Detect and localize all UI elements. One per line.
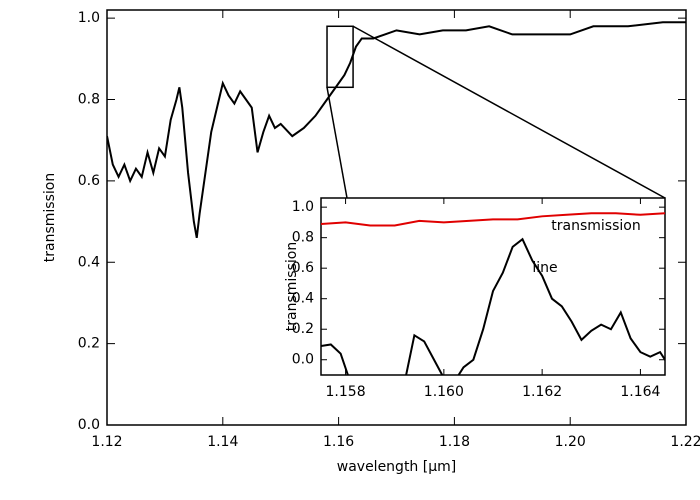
x-tick-label: 1.160	[424, 384, 464, 400]
y-tick-label: 0.0	[292, 352, 314, 368]
x-tick-label: 1.164	[620, 384, 660, 400]
y-tick-label: 0.2	[78, 336, 100, 352]
y-tick-label: 0.8	[78, 92, 100, 108]
x-tick-label: 1.18	[439, 434, 470, 450]
zoom-connector	[326, 87, 348, 199]
y-tick-label: 1.0	[292, 199, 314, 215]
y-tick-label: 0.4	[292, 291, 314, 307]
y-tick-label: 0.0	[78, 417, 100, 433]
plot-area	[320, 197, 666, 376]
y-axis-label: transmission	[42, 173, 58, 262]
zoom-connector	[352, 25, 666, 199]
x-tick-label: 1.158	[326, 384, 366, 400]
x-tick-label: 1.12	[91, 434, 122, 450]
data-line	[321, 212, 665, 227]
x-tick-label: 1.22	[670, 434, 700, 450]
zoom-box	[326, 25, 354, 89]
plot-lines	[321, 212, 665, 375]
data-line	[107, 21, 686, 239]
y-tick-label: 0.6	[78, 173, 100, 189]
plot-lines	[107, 21, 686, 239]
series-label: transmission	[551, 218, 640, 234]
x-axis-label: wavelength [μm]	[337, 459, 456, 475]
x-tick-label: 1.20	[555, 434, 586, 450]
y-tick-label: 1.0	[78, 10, 100, 26]
y-tick-label: 0.4	[78, 254, 100, 270]
series-label: line	[532, 260, 557, 276]
x-tick-label: 1.14	[207, 434, 238, 450]
y-tick-label: 0.6	[292, 260, 314, 276]
data-line	[321, 237, 665, 375]
x-tick-label: 1.162	[522, 384, 562, 400]
y-axis-label: transmission	[284, 242, 300, 331]
y-tick-label: 0.8	[292, 230, 314, 246]
x-tick-label: 1.16	[323, 434, 354, 450]
y-tick-label: 0.2	[292, 321, 314, 337]
